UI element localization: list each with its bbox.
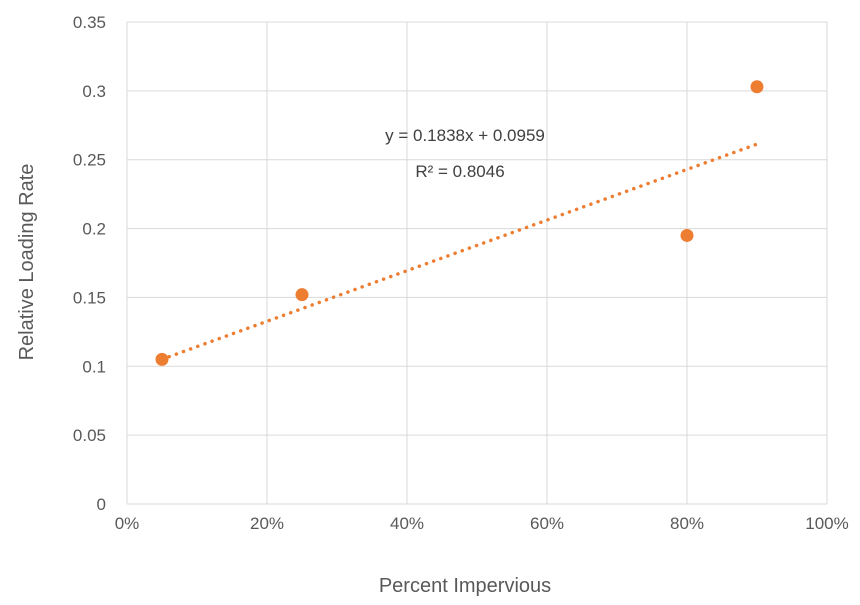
x-tick-label: 0% [115,514,140,533]
y-tick-label: 0.15 [73,288,106,307]
y-axis-title: Relative Loading Rate [16,164,38,361]
data-point [156,353,169,366]
x-tick-label: 100% [805,514,848,533]
y-tick-label: 0.3 [82,82,106,101]
gridlines [127,22,827,504]
y-tick-label: 0.2 [82,220,106,239]
x-tick-label: 40% [390,514,424,533]
y-tick-label: 0.1 [82,357,106,376]
y-axis-ticks: 0 0.05 0.1 0.15 0.2 0.25 0.3 0.35 [73,13,106,514]
data-point [296,288,309,301]
y-tick-label: 0.05 [73,426,106,445]
x-tick-label: 20% [250,514,284,533]
x-axis-title: Percent Impervious [379,575,551,597]
y-tick-label: 0.35 [73,13,106,32]
data-points [156,80,764,366]
r-squared-label: R² = 0.8046 [415,162,504,181]
data-point [751,80,764,93]
trendline-equation: y = 0.1838x + 0.0959 [385,126,545,145]
data-point [681,229,694,242]
x-tick-label: 80% [670,514,704,533]
x-tick-label: 60% [530,514,564,533]
y-tick-label: 0 [97,495,106,514]
y-tick-label: 0.25 [73,151,106,170]
x-axis-ticks: 0% 20% 40% 60% 80% 100% [115,514,849,533]
